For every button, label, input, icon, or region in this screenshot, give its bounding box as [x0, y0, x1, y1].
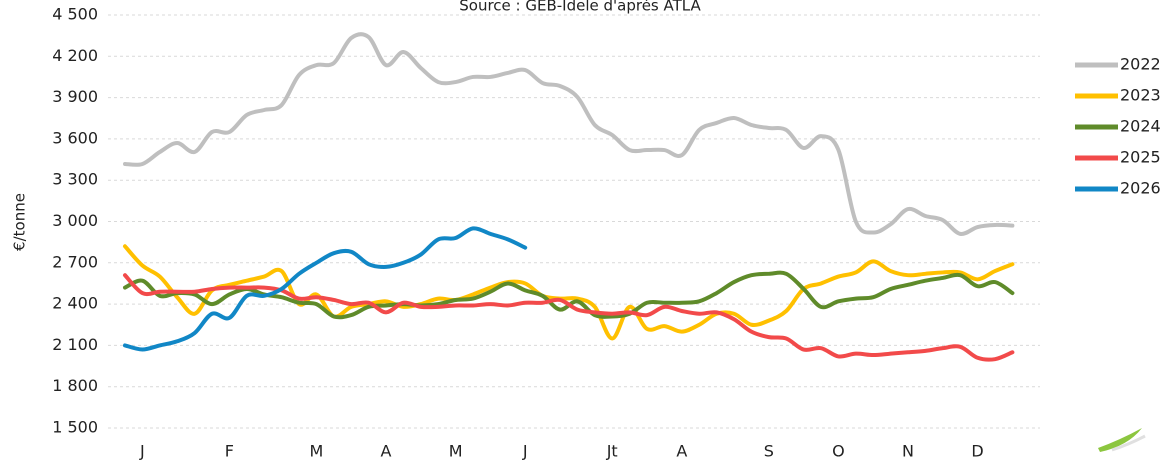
y-tick-label: 2 400 [52, 294, 98, 313]
x-tick-label: A [381, 442, 392, 461]
x-tick-label: Jt [606, 442, 618, 461]
x-tick-label: S [764, 442, 774, 461]
legend-label: 2023 [1120, 86, 1161, 105]
x-tick-label: J [522, 442, 528, 461]
y-axis-label: €/tonne [11, 193, 29, 251]
legend-label: 2022 [1120, 55, 1161, 74]
y-tick-label: 3 900 [52, 87, 98, 106]
x-tick-label: D [971, 442, 983, 461]
series-line [123, 244, 1015, 341]
legend-label: 2025 [1120, 148, 1161, 167]
x-tick-label: M [309, 442, 323, 461]
y-tick-label: 3 300 [52, 170, 98, 189]
y-tick-label: 1 800 [52, 376, 98, 395]
x-tick-label: M [449, 442, 463, 461]
x-tick-label: O [832, 442, 845, 461]
y-tick-label: 1 500 [52, 418, 98, 437]
y-tick-label: 4 200 [52, 46, 98, 65]
x-tick-label: F [225, 442, 234, 461]
x-tick-label: N [902, 442, 914, 461]
y-tick-label: 3 000 [52, 211, 98, 230]
y-tick-label: 3 600 [52, 128, 98, 147]
x-tick-label: J [139, 442, 145, 461]
series-line [123, 32, 1015, 236]
chart-title: Source : GEB-Idele d'après ATLA [459, 0, 701, 15]
legend-label: 2024 [1120, 117, 1161, 136]
series-line [123, 273, 1015, 362]
series-line [123, 226, 528, 352]
logo [1098, 428, 1146, 452]
y-tick-label: 2 700 [52, 252, 98, 271]
legend-label: 2026 [1120, 179, 1161, 198]
y-tick-label: 2 100 [52, 335, 98, 354]
y-tick-label: 4 500 [52, 5, 98, 24]
x-tick-label: A [676, 442, 687, 461]
